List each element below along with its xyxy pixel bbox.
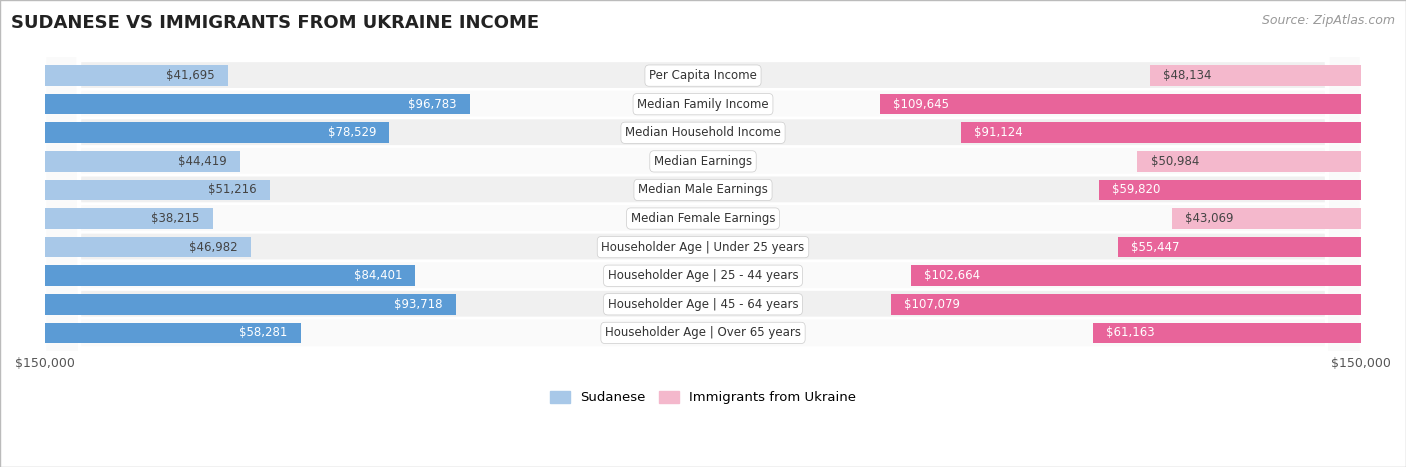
Bar xyxy=(45,323,301,343)
FancyBboxPatch shape xyxy=(45,0,1361,467)
FancyBboxPatch shape xyxy=(45,0,1361,467)
Text: $58,281: $58,281 xyxy=(239,326,287,340)
Bar xyxy=(1098,180,1361,200)
FancyBboxPatch shape xyxy=(45,0,1361,467)
Bar xyxy=(1118,237,1361,257)
Text: Median Family Income: Median Family Income xyxy=(637,98,769,111)
Text: Median Household Income: Median Household Income xyxy=(626,126,780,139)
Bar xyxy=(45,294,456,315)
Bar xyxy=(45,65,228,86)
Text: $38,215: $38,215 xyxy=(150,212,200,225)
Bar xyxy=(1150,65,1361,86)
FancyBboxPatch shape xyxy=(45,0,1361,467)
Bar xyxy=(45,265,415,286)
Text: Householder Age | Under 25 years: Householder Age | Under 25 years xyxy=(602,241,804,254)
Text: SUDANESE VS IMMIGRANTS FROM UKRAINE INCOME: SUDANESE VS IMMIGRANTS FROM UKRAINE INCO… xyxy=(11,14,540,32)
Bar xyxy=(1173,208,1361,229)
Text: $50,984: $50,984 xyxy=(1150,155,1199,168)
Text: $61,163: $61,163 xyxy=(1107,326,1154,340)
Bar xyxy=(45,208,212,229)
Text: Householder Age | 25 - 44 years: Householder Age | 25 - 44 years xyxy=(607,269,799,282)
Text: $55,447: $55,447 xyxy=(1130,241,1180,254)
Legend: Sudanese, Immigrants from Ukraine: Sudanese, Immigrants from Ukraine xyxy=(544,386,862,410)
Text: $93,718: $93,718 xyxy=(395,298,443,311)
Text: Source: ZipAtlas.com: Source: ZipAtlas.com xyxy=(1261,14,1395,27)
Bar xyxy=(45,151,240,172)
Bar xyxy=(45,237,252,257)
Bar xyxy=(962,122,1361,143)
FancyBboxPatch shape xyxy=(45,0,1361,467)
Text: $51,216: $51,216 xyxy=(208,184,256,197)
Text: Median Earnings: Median Earnings xyxy=(654,155,752,168)
Bar xyxy=(45,94,470,114)
Text: $84,401: $84,401 xyxy=(353,269,402,282)
Text: $96,783: $96,783 xyxy=(408,98,457,111)
FancyBboxPatch shape xyxy=(45,0,1361,467)
Bar xyxy=(880,94,1361,114)
Text: Householder Age | 45 - 64 years: Householder Age | 45 - 64 years xyxy=(607,298,799,311)
Text: $41,695: $41,695 xyxy=(166,69,215,82)
FancyBboxPatch shape xyxy=(45,0,1361,467)
Text: Median Female Earnings: Median Female Earnings xyxy=(631,212,775,225)
Bar xyxy=(891,294,1361,315)
Bar xyxy=(1137,151,1361,172)
Text: $48,134: $48,134 xyxy=(1163,69,1212,82)
FancyBboxPatch shape xyxy=(45,0,1361,467)
Bar xyxy=(45,122,389,143)
Bar xyxy=(1092,323,1361,343)
Text: $43,069: $43,069 xyxy=(1185,212,1234,225)
Bar xyxy=(911,265,1361,286)
Text: $109,645: $109,645 xyxy=(893,98,949,111)
Text: $59,820: $59,820 xyxy=(1112,184,1160,197)
Text: $107,079: $107,079 xyxy=(904,298,960,311)
FancyBboxPatch shape xyxy=(45,0,1361,467)
Text: Per Capita Income: Per Capita Income xyxy=(650,69,756,82)
Text: Householder Age | Over 65 years: Householder Age | Over 65 years xyxy=(605,326,801,340)
Text: $91,124: $91,124 xyxy=(974,126,1024,139)
Text: Median Male Earnings: Median Male Earnings xyxy=(638,184,768,197)
Text: $46,982: $46,982 xyxy=(190,241,238,254)
Text: $44,419: $44,419 xyxy=(179,155,226,168)
Bar xyxy=(45,180,270,200)
FancyBboxPatch shape xyxy=(45,0,1361,467)
Text: $102,664: $102,664 xyxy=(924,269,980,282)
Text: $78,529: $78,529 xyxy=(328,126,377,139)
